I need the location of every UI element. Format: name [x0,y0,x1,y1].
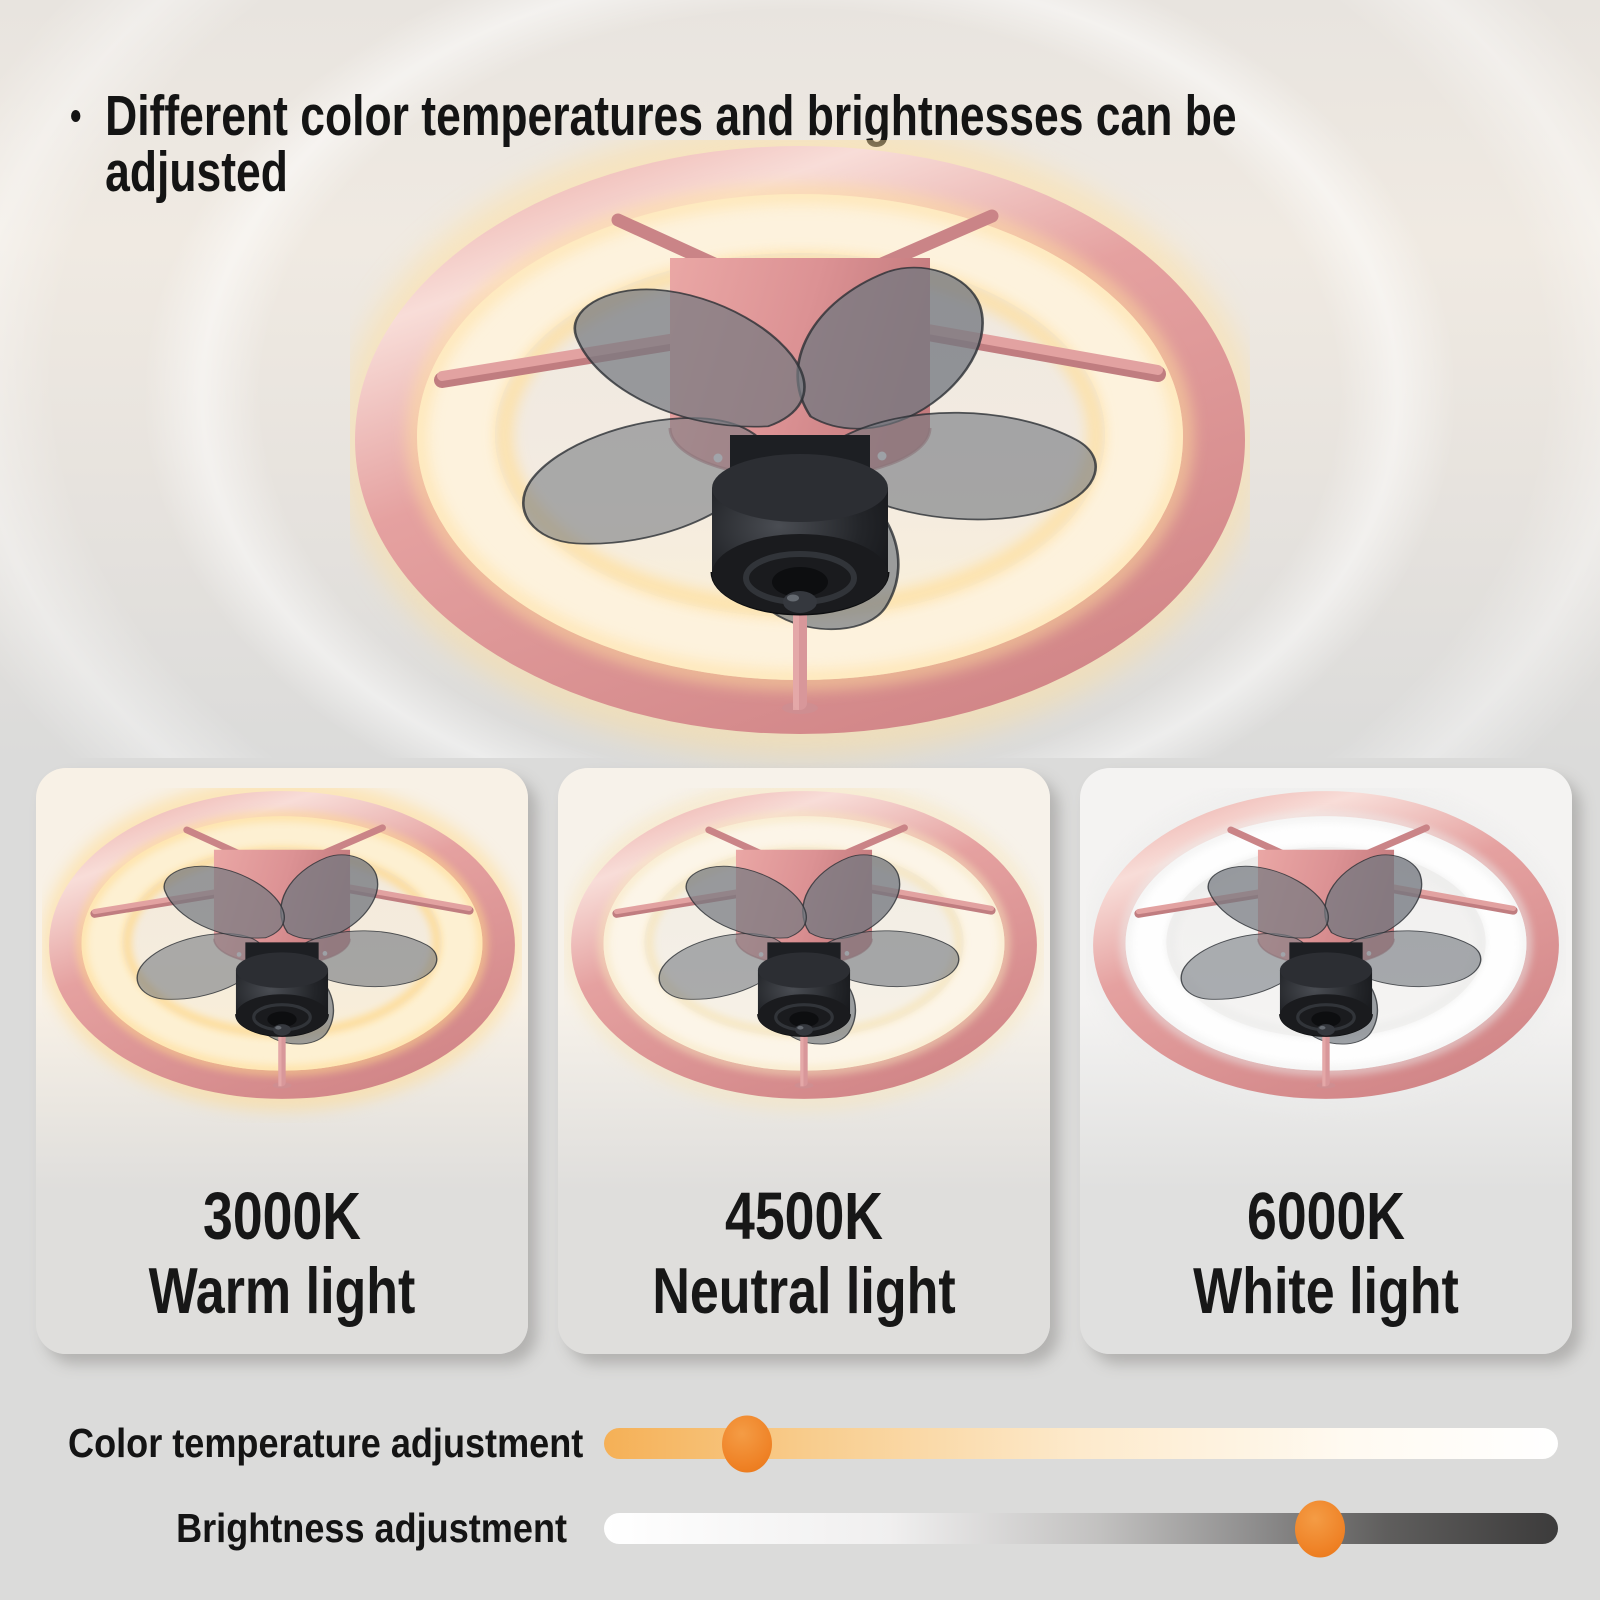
fan-illustration [41,778,523,1112]
light-type-label: Neutral light [652,1254,956,1327]
temperature-value: 6000K [1247,1179,1405,1254]
light-type-label: Warm light [148,1254,416,1327]
hero-section: • Different color temperatures and bright… [0,0,1600,758]
fan-image-warm [41,778,523,1123]
fan-image-neutral [563,778,1045,1123]
brightness-slider-thumb[interactable] [1294,1500,1345,1557]
color-temperature-slider-track[interactable] [604,1415,1558,1472]
bullet-icon: • [70,92,82,140]
brightness-slider-track[interactable] [604,1500,1558,1557]
card-warm-light: 3000K Warm light [36,768,528,1354]
card-white-light: 6000K White light [1080,768,1572,1354]
fan-blades [658,854,960,1045]
temperature-value: 4500K [725,1179,883,1254]
fan-image-white [1085,778,1567,1123]
card-neutral-light: 4500K Neutral light [558,768,1050,1354]
fan-illustration [563,778,1045,1112]
fan-illustration [340,122,1260,758]
brightness-slider-label: Brightness adjustment [176,1505,567,1551]
hero-fan-image [340,122,1260,780]
fan-illustration [1085,778,1567,1112]
page-title: • Different color temperatures and bright… [70,88,1275,201]
color-temperature-slider-label: Color temperature adjustment [68,1420,584,1466]
page-title-text: Different color temperatures and brightn… [105,84,1237,205]
temperature-value: 3000K [203,1179,361,1254]
light-type-label: White light [1193,1254,1459,1327]
color-temperature-slider-thumb[interactable] [722,1415,773,1472]
